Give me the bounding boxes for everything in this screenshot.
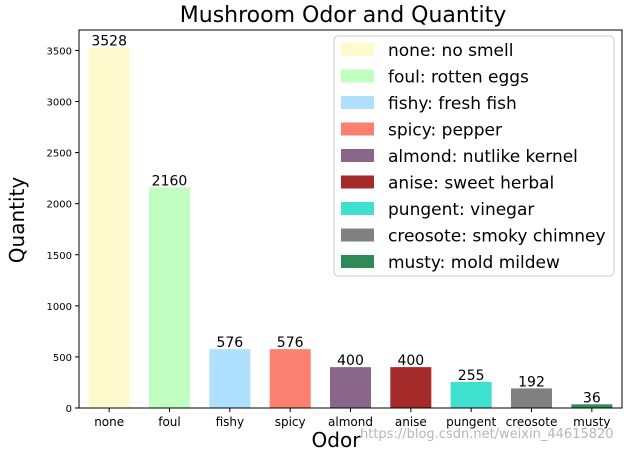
bar-musty [571,404,613,408]
x-tick-label-foul: foul [158,415,181,429]
data-label-none: 3528 [91,34,127,50]
x-tick-label-spicy: spicy [275,415,306,429]
y-tick-label: 2000 [47,200,72,211]
legend-swatch-spicy [341,122,374,136]
legend-swatch-musty [341,255,374,268]
y-tick-label: 3500 [47,46,72,57]
data-label-fishy: 576 [216,335,243,351]
legend-entry-almond: almond: nutlike kernel [388,147,578,167]
legend-swatch-creosote [341,228,374,242]
y-tick-label: 3000 [47,98,72,109]
legend-entry-spicy: spicy: pepper [388,121,502,141]
legend: none: no smell foul: rotten eggs fishy: fr… [333,35,615,277]
legend-swatch-almond [341,149,374,162]
legend-swatch-pungent [341,202,374,215]
x-axis-label: Odor [312,428,362,452]
y-tick-label: 2500 [47,149,72,160]
bar-none [88,47,130,408]
legend-swatch-fishy [341,96,374,109]
y-tick-label: 1500 [47,251,72,262]
bar-foul [149,187,190,408]
x-tick-label-creosote: creosote [506,415,558,429]
bars-layer: 3528 2160 576 576 400 400 255 192 36 [88,34,613,408]
x-tick-label-pungent: pungent [446,415,496,429]
x-tick-label-none: none [94,415,124,429]
y-tick-label: 1000 [47,302,72,313]
legend-entry-none: none: no smell [388,41,513,61]
legend-swatch-none [341,43,374,56]
legend-swatch-anise [341,175,374,189]
data-label-almond: 400 [337,353,364,369]
legend-box [333,35,615,277]
bar-spicy [269,349,311,408]
y-axis-label: Quantity [5,177,29,264]
data-label-foul: 2160 [152,173,188,189]
bar-anise [390,367,432,408]
legend-entry-musty: musty: mold mildew [388,253,560,273]
legend-entry-foul: foul: rotten eggs [388,68,529,88]
data-label-anise: 400 [397,353,424,369]
legend-entry-pungent: pungent: vinegar [388,200,534,220]
x-tick-label-anise: anise [395,415,427,429]
data-label-spicy: 576 [277,335,304,351]
axes-layer: 0 500 1000 1500 2000 2500 3000 3500 none foul fish… [47,29,623,429]
chart-title: Mushroom Odor and Quantity [180,3,506,28]
bar-pungent [450,381,492,408]
bar-almond [330,367,371,408]
x-tick-label-almond: almond [328,415,373,429]
watermark-text: https://blog.csdn.net/weixin_44615820 [360,427,614,442]
y-tick-label: 500 [53,353,72,364]
legend-entry-anise: anise: sweet herbal [388,174,554,194]
data-label-musty: 36 [583,390,601,406]
legend-entry-fishy: fishy: fresh fish [388,94,517,114]
x-tick-label-musty: musty [573,415,610,429]
bar-fishy [209,349,251,408]
x-tick-label-fishy: fishy [216,415,245,429]
legend-entry-creosote: creosote: smoky chimney [388,227,606,247]
data-label-creosote: 192 [518,374,545,390]
y-tick-label: 0 [66,404,72,415]
bar-creosote [511,388,552,408]
legend-swatch-foul [341,69,374,83]
data-label-pungent: 255 [458,368,485,384]
